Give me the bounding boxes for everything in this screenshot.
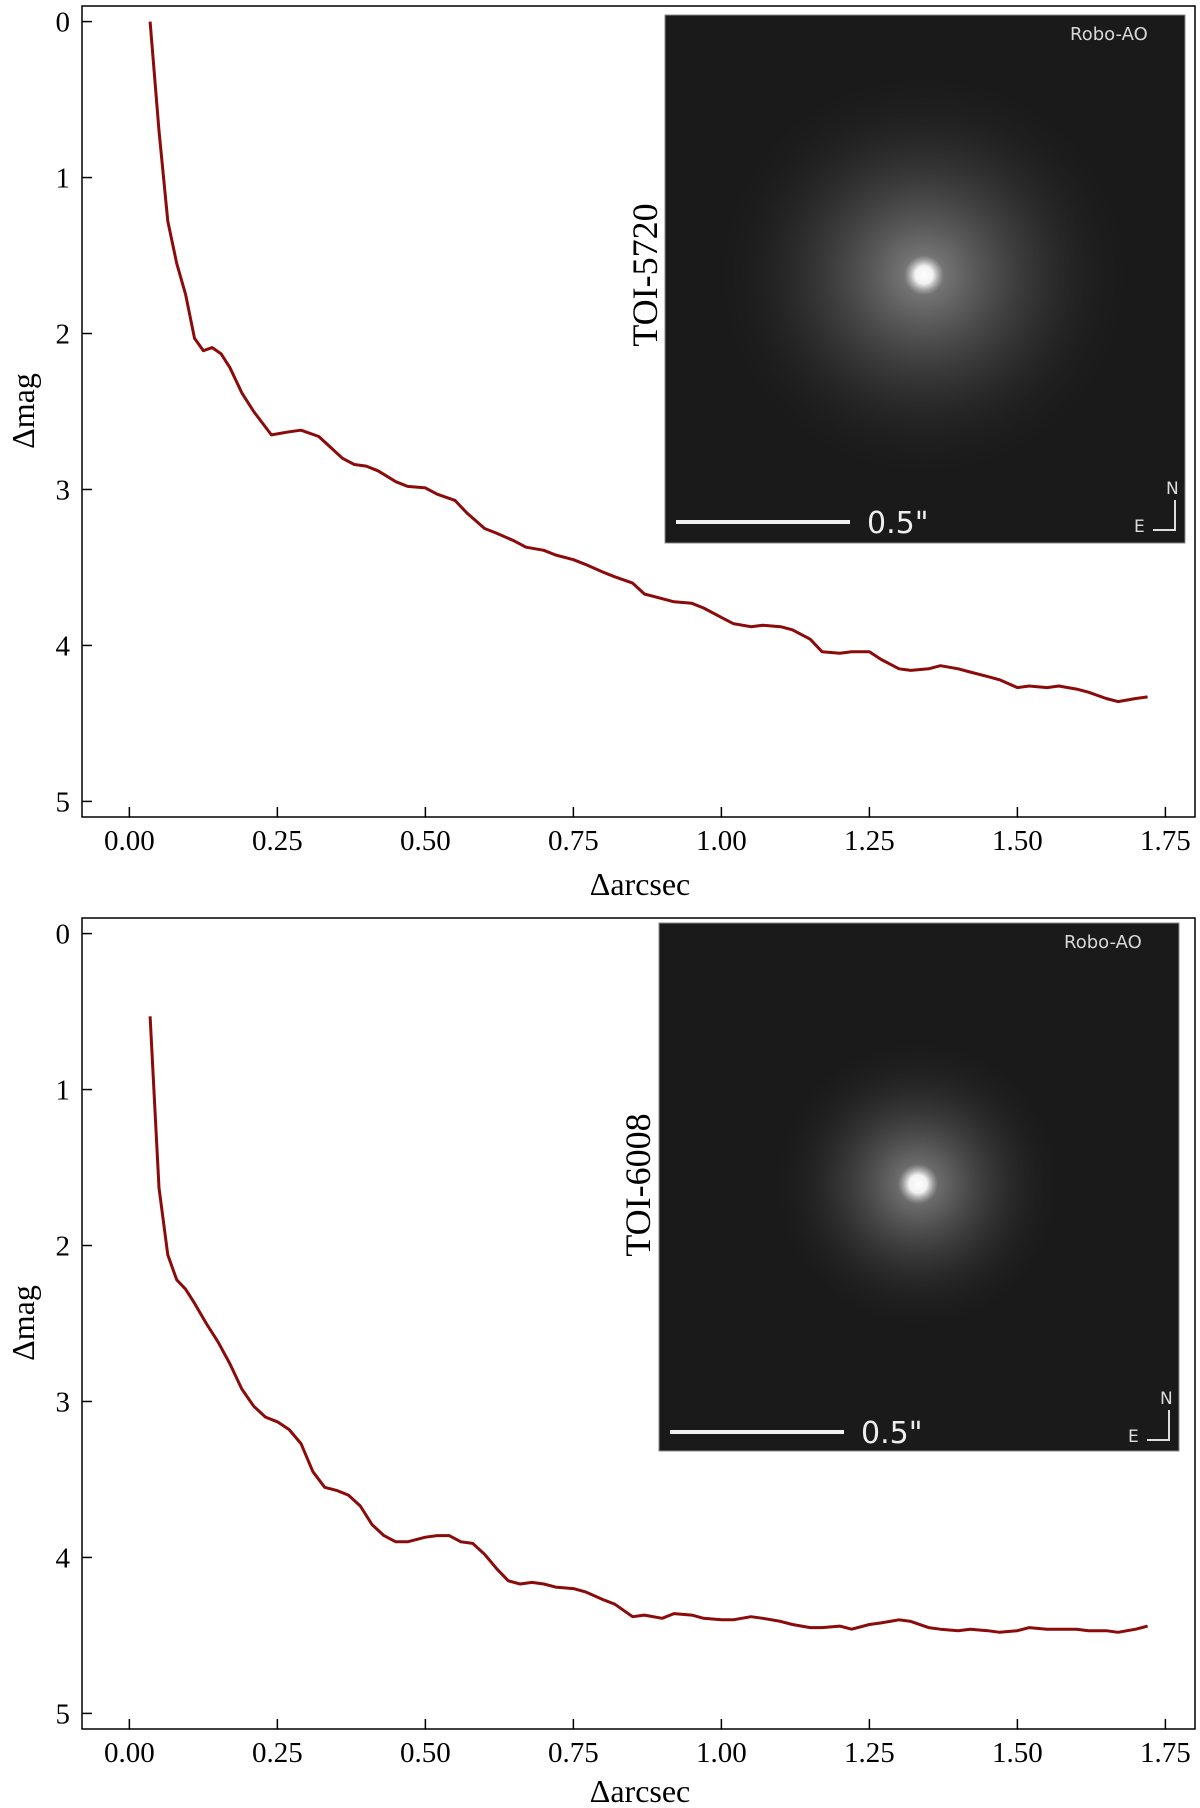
inset-compass-arrows xyxy=(1153,500,1176,531)
y-tick-label: 5 xyxy=(56,1698,71,1730)
x-tick-label: 1.50 xyxy=(992,1737,1043,1769)
y-tick-label: 4 xyxy=(56,1542,71,1574)
x-tick-label: 0.00 xyxy=(104,825,155,857)
x-tick-label: 0.50 xyxy=(400,825,451,857)
contrast-curve xyxy=(148,21,1148,704)
y-tick-label: 0 xyxy=(56,919,71,951)
inset-compass-north: N xyxy=(1166,479,1179,499)
y-axis-ticks: 0 1 2 3 4 5 xyxy=(56,919,92,1730)
y-tick-label: 2 xyxy=(56,319,71,351)
y-tick-label: 1 xyxy=(56,163,71,195)
x-tick-label: 0.75 xyxy=(548,825,599,857)
plot-frame xyxy=(81,917,1196,1730)
inset-star-core xyxy=(898,1164,938,1204)
inset-scale-label: 0.5" xyxy=(867,506,929,541)
y-tick-label: 2 xyxy=(56,1231,71,1263)
inset-scale-label: 0.5" xyxy=(861,1416,923,1451)
x-tick-label: 1.25 xyxy=(844,1737,895,1769)
y-tick-label: 3 xyxy=(56,1386,71,1418)
x-tick-label: 0.75 xyxy=(548,1737,599,1769)
y-axis-ticks: 0 1 2 3 4 5 xyxy=(56,7,92,818)
x-axis-ticks: 0.00 0.25 0.50 0.75 1.00 1.25 1.50 1.75 xyxy=(104,807,1191,857)
panel-2: Robo-AO 0.5" N E TOI-6008 0.00 0.25 0.50 0.… xyxy=(5,917,1196,1808)
y-axis-label: Δmag xyxy=(5,1285,41,1361)
inset-instrument-label: Robo-AO xyxy=(1064,932,1142,953)
y-tick-label: 3 xyxy=(56,474,71,506)
contrast-curve xyxy=(148,1016,1148,1634)
x-tick-label: 1.75 xyxy=(1140,1737,1191,1769)
x-tick-label: 1.00 xyxy=(696,1737,747,1769)
x-axis-ticks: 0.00 0.25 0.50 0.75 1.00 1.25 1.50 1.75 xyxy=(104,1719,1191,1769)
inset-instrument-label: Robo-AO xyxy=(1070,24,1148,45)
x-tick-label: 1.75 xyxy=(1140,825,1191,857)
y-tick-label: 1 xyxy=(56,1075,71,1107)
inset-image: Robo-AO 0.5" N E xyxy=(664,14,1186,544)
x-tick-label: 1.25 xyxy=(844,825,895,857)
x-tick-label: 0.00 xyxy=(104,1737,155,1769)
x-axis-label: Δarcsec xyxy=(590,1773,691,1808)
inset-star-core xyxy=(904,255,944,295)
x-tick-label: 0.25 xyxy=(252,1737,303,1769)
inset-compass-north: N xyxy=(1160,1389,1173,1409)
inset-compass-east: E xyxy=(1134,517,1145,537)
x-tick-label: 1.00 xyxy=(696,825,747,857)
x-tick-label: 0.50 xyxy=(400,1737,451,1769)
x-axis-label: Δarcsec xyxy=(590,866,691,902)
inset-target-label: TOI-5720 xyxy=(625,203,665,346)
x-tick-label: 1.50 xyxy=(992,825,1043,857)
y-tick-label: 0 xyxy=(56,7,71,39)
x-tick-label: 0.25 xyxy=(252,825,303,857)
plot-frame xyxy=(81,5,1196,818)
inset-compass-arrows xyxy=(1147,1410,1170,1441)
inset-image: Robo-AO 0.5" N E xyxy=(658,922,1180,1452)
y-tick-label: 4 xyxy=(56,630,71,662)
y-axis-label: Δmag xyxy=(5,373,41,449)
inset-target-label: TOI-6008 xyxy=(618,1113,658,1256)
panel-1: Robo-AO 0.5" N E TOI-5720 0.00 0.25 0.50 0.… xyxy=(5,5,1196,902)
y-tick-label: 5 xyxy=(56,786,71,818)
inset-compass-east: E xyxy=(1128,1427,1139,1447)
